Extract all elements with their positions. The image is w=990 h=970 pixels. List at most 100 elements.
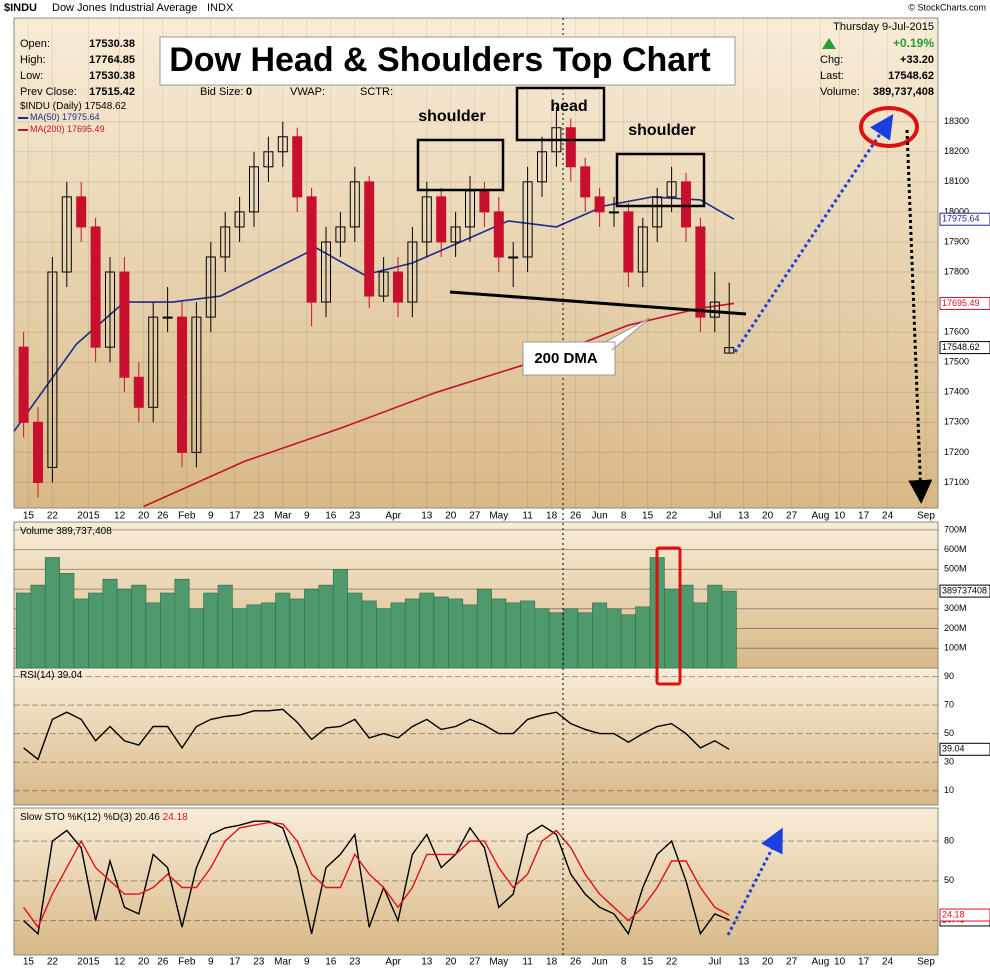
bar [246, 604, 262, 669]
x-tick-label: 22 [666, 511, 678, 522]
change-pct: +0.19% [893, 36, 934, 50]
legend-label: MA(200) 17695.49 [30, 124, 105, 134]
panel-label: RSI(14) 39.04 [20, 670, 83, 681]
legends: $INDU (Daily) 17548.62 MA(50) 17975.64 M… [18, 101, 188, 823]
candle-body [90, 226, 101, 348]
copyright: © StockCharts.com [908, 2, 986, 12]
candle-body [321, 241, 331, 303]
annotation: shoulder [418, 108, 486, 125]
legend-text: MA(50) [30, 112, 60, 122]
volume-label: Volume: [820, 86, 860, 98]
x-tick-label: 23 [349, 511, 361, 522]
candle-body [666, 181, 677, 198]
x-tick-label: Aug [812, 511, 830, 522]
callout [522, 317, 651, 376]
bar [462, 604, 478, 669]
x-tick-label: 27 [469, 957, 481, 968]
bar [635, 606, 651, 669]
x-tick-label: Apr [385, 957, 401, 968]
bar [347, 592, 363, 669]
date: Thursday 9-Jul-2015 [833, 21, 934, 33]
x-tick-label: Feb [178, 957, 196, 968]
value-tag-label: 17548.62 [942, 342, 980, 352]
x-tick-label: 20 [138, 511, 150, 522]
bar [73, 598, 89, 669]
candle-body [191, 316, 202, 453]
y-tick-label: 18200 [944, 146, 969, 156]
bar [433, 596, 449, 669]
candle-body [565, 127, 576, 168]
y-tick-label: 30 [944, 757, 954, 767]
x-tick-label: 20 [445, 511, 457, 522]
x-tick-label: 27 [469, 511, 481, 522]
panel-value: 389,737,408 [56, 526, 112, 537]
candle-body [695, 226, 706, 318]
chg-value: +33.20 [900, 54, 934, 66]
annotations: Dow Head & Shoulders Top Chart shoulder … [159, 18, 933, 955]
x-tick-label: 8 [621, 957, 627, 968]
candle-body [436, 196, 447, 243]
x-tick-label: 12 [114, 511, 126, 522]
volume-value: 389,737,408 [873, 86, 934, 98]
candle-body [378, 271, 389, 297]
candle-body [637, 226, 648, 273]
bar [102, 578, 118, 669]
shoulder-box [615, 152, 706, 208]
x-tick-label: 9 [208, 957, 214, 968]
y-tick-label: 50 [944, 728, 954, 738]
x-tick-label: 17 [229, 511, 241, 522]
candle-body [234, 211, 245, 228]
last-label: Last: [820, 70, 844, 82]
panel-title: RSI(14) [20, 670, 54, 681]
field-value: 17530.38 [89, 38, 135, 50]
plot-layer: 15 22 2015 12 20 26 Feb 9 17 23 Mar 9 16 23 Apr 13 20 27 M… [13, 18, 990, 968]
bar [692, 602, 708, 669]
x-tick-label: 22 [666, 957, 678, 968]
y-tick-label: 200M [944, 623, 967, 633]
candle-body [292, 136, 303, 198]
bar [361, 600, 377, 669]
candle-body [652, 196, 663, 228]
bar [491, 598, 507, 669]
y-tick-label: 300M [944, 603, 967, 613]
bar [721, 590, 737, 669]
x-tick-label: Feb [178, 511, 196, 522]
value-tag [939, 212, 990, 226]
x-tick-label: 20 [762, 511, 774, 522]
x-tick-label: 20 [445, 957, 457, 968]
field-label: Low: [20, 70, 43, 82]
bar [476, 588, 492, 669]
last-value: 17548.62 [888, 70, 934, 82]
header: $INDU Dow Jones Industrial Average INDX … [4, 2, 986, 98]
candle-body [609, 211, 619, 214]
line [13, 196, 735, 432]
panel-value: 24.18 [163, 812, 188, 823]
y-tick-label: 17800 [944, 266, 969, 276]
bar [390, 602, 406, 669]
bar [174, 578, 190, 669]
panel-value: 39.04 [57, 670, 82, 681]
bar [664, 588, 680, 669]
bar [448, 598, 464, 669]
x-tick-label: 13 [738, 511, 750, 522]
x-tick-label: May [489, 511, 508, 522]
candle-body [580, 166, 591, 198]
x-tick-label: 11 [522, 511, 533, 522]
bar [160, 592, 176, 669]
x-tick-label: 2015 [77, 511, 100, 522]
field-value: 17515.42 [89, 86, 135, 98]
annotation: shoulder [628, 122, 696, 139]
x-tick-label: 23 [253, 511, 265, 522]
value-tag [939, 296, 990, 310]
bar [203, 592, 219, 669]
vwap-label: VWAP: [290, 86, 325, 98]
x-tick-label: Jun [592, 511, 608, 522]
bar [145, 602, 161, 669]
x-tick-label: Mar [274, 957, 292, 968]
bar [332, 569, 348, 669]
candle-body [493, 211, 504, 258]
candle-body [479, 190, 490, 213]
bar [563, 608, 579, 669]
x-tick-label: 26 [157, 957, 169, 968]
